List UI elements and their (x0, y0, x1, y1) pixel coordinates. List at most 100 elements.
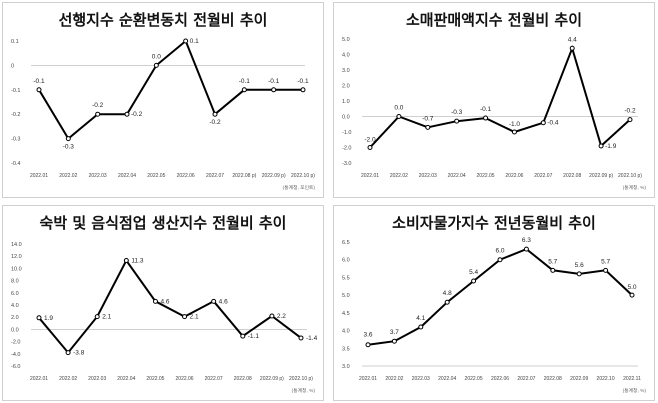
data-point (418, 324, 424, 330)
x-tick-label: 2022.02 (390, 173, 408, 179)
y-tick-label: 2.0 (342, 84, 350, 90)
data-point (152, 298, 158, 304)
data-point (603, 267, 609, 273)
y-tick-label: 12.0 (11, 254, 22, 260)
data-point (550, 267, 556, 273)
data-label: 2.1 (190, 314, 199, 321)
y-tick-label: 5.0 (342, 293, 350, 299)
y-tick-label: 5.5 (342, 275, 350, 281)
data-point (124, 111, 130, 117)
x-tick-label: 2022.10 p) (291, 173, 315, 179)
y-tick-label: 4.0 (342, 53, 350, 59)
x-tick-label: 2022.09 p) (262, 173, 286, 179)
series-line (367, 247, 633, 346)
y-tick-label: 0.0 (342, 115, 350, 121)
data-point (65, 350, 71, 356)
data-point (629, 292, 635, 298)
x-tick-label: 2022.10 p) (289, 376, 313, 382)
data-label: 2.1 (102, 314, 111, 321)
data-label: -0.1 (33, 78, 45, 85)
data-point (425, 124, 431, 130)
x-tick-label: 2022.04 (448, 173, 466, 179)
data-point (627, 117, 633, 123)
data-point (523, 246, 529, 252)
x-tick-label: 2022.08 (234, 376, 252, 382)
data-point (123, 257, 129, 263)
data-point (240, 333, 246, 339)
y-tick-label: -4.0 (11, 352, 20, 358)
data-label: -0.4 (547, 120, 559, 127)
data-label: -0.3 (451, 109, 463, 116)
x-tick-label: 2022.07 (534, 173, 552, 179)
y-tick-label: 14.0 (11, 242, 22, 248)
y-tick-label: 3.0 (342, 68, 350, 74)
data-point (65, 136, 71, 142)
data-point (182, 314, 188, 320)
y-tick-label: 8.0 (11, 279, 19, 285)
data-label: -0.2 (131, 111, 143, 118)
x-tick-label: 2022.07 (205, 376, 223, 382)
data-point (365, 342, 371, 348)
source-note: (통계청, %) (292, 387, 316, 394)
y-tick-label: 6.5 (342, 240, 350, 246)
data-label: 4.1 (416, 315, 425, 322)
data-label: 5.6 (575, 262, 584, 269)
data-label: 3.7 (390, 329, 399, 336)
chart-panel-accommodation-food: 숙박 및 음식점업 생산지수 전월비 추이 14.0 12.0 10.0 8.0 6.0 4… (2, 205, 324, 401)
x-tick-label: 2022.11 (623, 376, 641, 382)
x-tick-label: 2022.01 (30, 376, 48, 382)
data-point (212, 111, 218, 117)
x-tick-label: 2022.03 (89, 173, 107, 179)
x-tick-label: 2022.09 p) (589, 173, 613, 179)
x-tick-label: 2022.06 (505, 173, 523, 179)
y-tick-label: 3.0 (342, 364, 350, 370)
data-point (300, 87, 306, 93)
y-tick-label: 3.5 (342, 346, 350, 352)
x-tick-label: 2022.06 (491, 376, 509, 382)
x-tick-label: 2022.05 (147, 173, 165, 179)
data-label: 3.6 (363, 332, 372, 339)
x-tick-label: 2022.02 (385, 376, 403, 382)
chart-panel-leading-index: 선행지수 순환변동치 전월비 추이 0.1 0 -0.1 -0.2 -0.3 -0.4 202… (2, 2, 324, 198)
x-tick-label: 2022.06 (176, 376, 194, 382)
chart-panel-retail-sales: 소매판매액지수 전월비 추이 5.0 4.0 3.0 2.0 1.0 0.0 -1.0 -2.0… (333, 2, 655, 198)
data-label: 0.0 (394, 105, 403, 112)
data-point (183, 38, 189, 44)
data-label: 4.6 (219, 298, 228, 305)
x-tick-label: 2022.05 (477, 173, 495, 179)
x-tick-label: 2022.04 (117, 376, 135, 382)
data-label: -0.1 (239, 78, 251, 85)
data-label: -0.1 (268, 78, 280, 85)
data-label: -2.0 (364, 137, 376, 144)
data-label: 0.1 (190, 38, 199, 45)
data-label: -0.2 (624, 108, 636, 115)
data-label: -1.0 (509, 121, 521, 128)
data-point (94, 314, 100, 320)
chart-title: 선행지수 순환변동치 전월비 추이 (59, 11, 268, 29)
y-tick-label: -1.0 (342, 130, 351, 136)
data-point (454, 118, 460, 124)
data-label: -0.1 (480, 106, 492, 113)
y-tick-label: 0 (11, 63, 14, 69)
data-point (576, 271, 582, 277)
data-label: -0.7 (422, 115, 434, 122)
x-tick-label: 2022.08 (544, 376, 562, 382)
y-tick-label: 1.0 (342, 99, 350, 105)
data-point (540, 120, 546, 126)
data-label: 5.4 (469, 269, 478, 276)
data-point (271, 87, 277, 93)
y-tick-label: -0.3 (11, 137, 20, 143)
data-label: -3.8 (73, 350, 85, 357)
y-tick-label: 2.0 (11, 315, 19, 321)
chart-title: 소비자물가지수 전년동월비 추이 (392, 214, 596, 232)
y-tick-label: -2.0 (11, 340, 20, 346)
data-label: 0.0 (152, 53, 161, 60)
y-tick-label: -2.0 (342, 146, 351, 152)
chart-title: 숙박 및 음식점업 생산지수 전월비 추이 (40, 214, 287, 232)
data-point (367, 145, 373, 150)
source-note: (통계청, %) (623, 387, 647, 394)
data-point (483, 115, 489, 121)
chart-title: 소매판매액지수 전월비 추이 (406, 11, 582, 29)
data-point (95, 111, 101, 117)
x-tick-label: 2022.10 p) (618, 173, 642, 179)
